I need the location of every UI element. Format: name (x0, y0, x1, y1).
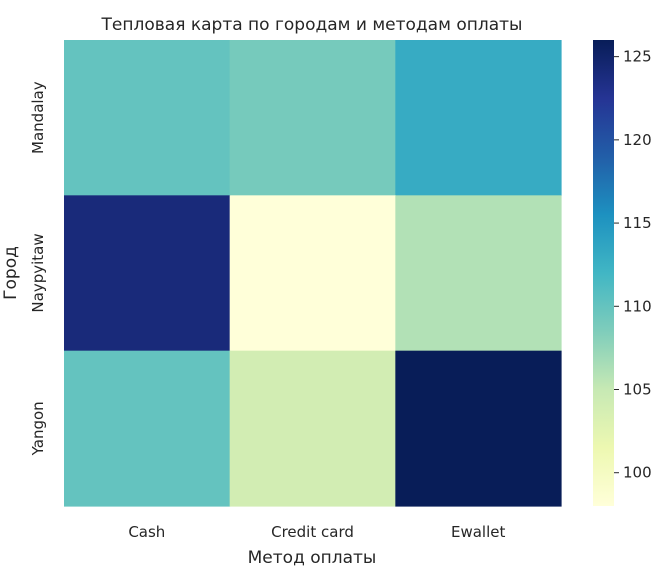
y-tick-label: Mandalay (29, 81, 47, 154)
heatmap-cell (395, 40, 562, 196)
heatmap-cell (229, 195, 396, 352)
x-tick-label: Cash (128, 523, 165, 541)
heatmap-cell (229, 350, 396, 507)
heatmap-cell (229, 40, 396, 196)
heatmap-cell (395, 350, 562, 507)
x-tick-label: Credit card (271, 523, 354, 541)
y-tick-labels: Mandalay Naypyitaw Yangon (29, 81, 47, 456)
colorbar-tick-label: 105 (623, 381, 652, 399)
y-tick-label: Naypyitaw (29, 233, 47, 312)
x-axis-label: Метод оплаты (248, 548, 377, 568)
colorbar (593, 40, 614, 506)
colorbar-tick-label: 100 (623, 464, 652, 482)
heatmap-cell (64, 350, 231, 507)
heatmap-cells (64, 40, 562, 507)
colorbar-tick-label: 110 (623, 297, 652, 315)
colorbar-ticks: 100 105 110 115 120 125 (614, 48, 652, 482)
heatmap-cell (395, 195, 562, 352)
colorbar-tick-label: 120 (623, 131, 652, 149)
y-tick-label: Yangon (29, 401, 47, 456)
x-tick-labels: Cash Credit card Ewallet (128, 523, 505, 541)
chart-title: Тепловая карта по городам и методам опла… (101, 15, 523, 35)
heatmap-cell (64, 195, 231, 352)
x-tick-label: Ewallet (451, 523, 506, 541)
colorbar-tick-label: 115 (623, 214, 652, 232)
colorbar-tick-label: 125 (623, 48, 652, 66)
heatmap-cell (64, 40, 231, 196)
y-axis-label: Город (1, 246, 21, 300)
